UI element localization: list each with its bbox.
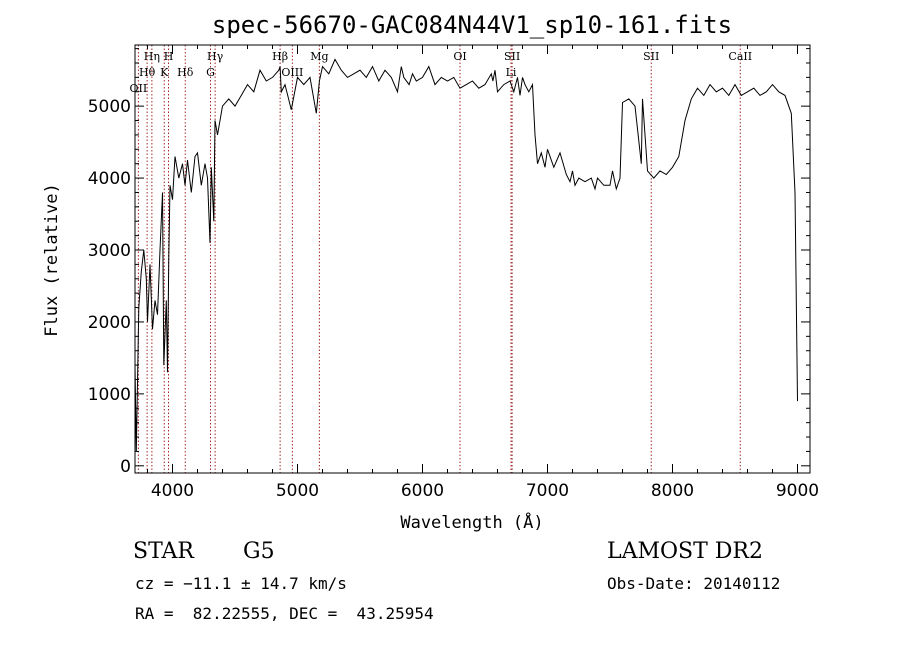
line-marker-label-9: OIII [281,66,303,79]
plot-frame [134,44,811,474]
y-tick-label-0: 0 [120,457,131,477]
obs-date-text: Obs-Date: 20140112 [607,574,781,593]
x-tick-label-5: 9000 [776,481,819,501]
line-marker-label-15: CaII [728,50,752,63]
redshift-text: cz = −11.1 ± 14.7 km/s [135,574,347,593]
line-marker-label-4: K [160,66,169,79]
line-marker-label-13: Li [506,66,517,79]
y-tick-label-5: 5000 [88,97,131,117]
y-tick-label-4: 4000 [88,169,131,189]
line-marker-label-10: Mg [310,50,328,63]
y-tick-label-3: 3000 [88,241,131,261]
x-tick-label-4: 8000 [651,481,694,501]
line-marker-label-6: Hγ [207,50,224,63]
x-tick-label-2: 6000 [401,481,444,501]
line-marker-label-8: Hβ [272,50,288,63]
survey-name: LAMOST DR2 [607,539,763,564]
axis-ticks: 4000 5000 6000 7000 8000 9000 0 1000 2000 3000 400… [88,45,819,501]
line-marker-label-5: Hδ [177,66,194,79]
spectrum-line [134,58,798,452]
y-axis-label: Flux (relative) [42,183,62,337]
line-marker-label-0: Hη [144,50,160,63]
line-marker-label-14: SII [643,50,659,63]
object-class: STAR [133,539,194,564]
line-marker-label-2: OII [130,82,148,95]
y-tick-label-2: 2000 [88,313,131,333]
line-marker-label-12: SII [504,50,520,63]
x-axis-label: Wavelength (Å) [400,511,543,533]
x-tick-label-3: 7000 [526,481,569,501]
line-marker-label-3: H [164,50,174,63]
line-marker-label-11: OI [453,50,466,63]
y-tick-label-1: 1000 [88,385,131,405]
x-tick-label-0: 4000 [151,481,194,501]
line-marker-label-7: G [206,66,215,79]
chart-title: spec-56670-GAC084N44V1_sp10-161.fits [212,11,732,39]
line-marker-label-1: Hθ [139,66,156,79]
object-subclass: G5 [243,539,275,564]
x-tick-label-1: 5000 [276,481,319,501]
line-marker-layer: Hη Hθ OII HK Hδ Hγ G Hβ OIII Mg OI SII Li SII CaII [130,45,752,473]
coordinates-text: RA = 82.22555, DEC = 43.25954 [135,604,434,623]
